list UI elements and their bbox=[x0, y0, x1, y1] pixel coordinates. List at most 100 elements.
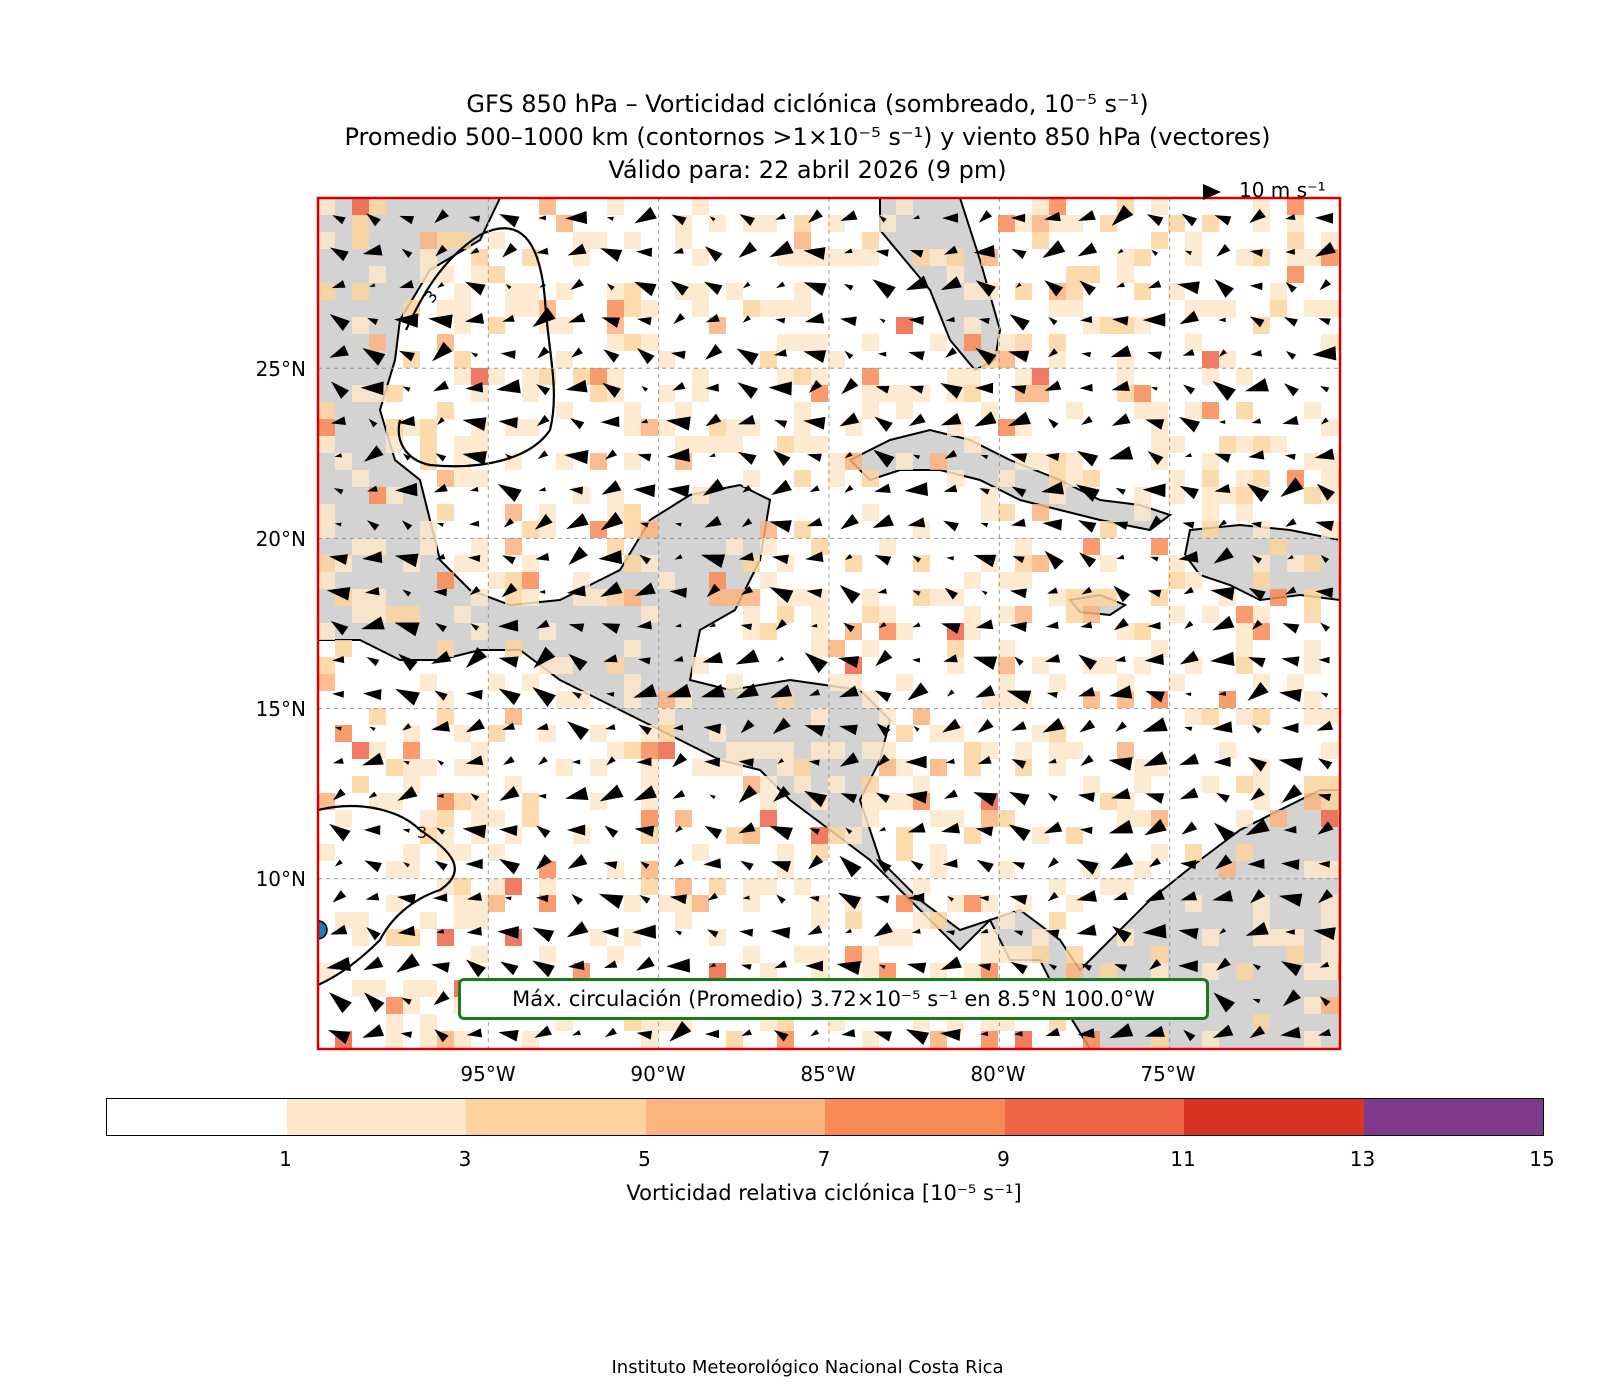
shade-cell bbox=[505, 504, 522, 521]
wind-vector bbox=[470, 793, 480, 801]
wind-vector bbox=[1014, 656, 1024, 666]
wind-vector bbox=[636, 347, 655, 365]
shade-cell bbox=[726, 538, 743, 555]
wind-vector bbox=[363, 445, 384, 462]
wind-vector bbox=[436, 793, 444, 798]
shade-cell bbox=[1049, 912, 1066, 929]
wind-vector bbox=[875, 895, 890, 904]
shade-cell bbox=[1066, 742, 1083, 759]
wind-vector bbox=[465, 689, 483, 700]
shade-cell bbox=[658, 691, 675, 708]
colorbar-segment bbox=[1004, 1099, 1184, 1135]
shade-cell bbox=[624, 895, 641, 912]
wind-vector bbox=[1045, 452, 1060, 462]
wind-vector bbox=[670, 350, 686, 360]
shade-cell bbox=[947, 470, 964, 487]
shade-cell bbox=[454, 317, 471, 334]
wind-vector bbox=[978, 210, 993, 223]
wind-vector bbox=[912, 590, 921, 596]
wind-vector bbox=[1115, 487, 1126, 495]
shade-cell bbox=[811, 742, 828, 759]
shade-cell bbox=[1253, 572, 1270, 589]
shade-cell bbox=[828, 249, 845, 266]
shade-cell bbox=[1168, 487, 1185, 504]
shade-cell bbox=[488, 895, 505, 912]
shade-cell bbox=[675, 912, 692, 929]
shade-cell bbox=[1304, 776, 1321, 793]
shade-cell bbox=[403, 844, 420, 861]
shade-cell bbox=[522, 810, 539, 827]
shade-cell bbox=[1270, 436, 1287, 453]
shade-cell bbox=[454, 300, 471, 317]
wind-vector bbox=[1009, 588, 1028, 599]
shade-cell bbox=[488, 674, 505, 691]
figure-title: GFS 850 hPa – Vorticidad ciclónica (somb… bbox=[0, 88, 1615, 187]
shade-cell bbox=[998, 334, 1015, 351]
shade-cell bbox=[794, 300, 811, 317]
wind-vector bbox=[670, 280, 689, 296]
wind-vector bbox=[979, 895, 989, 902]
shade-cell bbox=[726, 759, 743, 776]
wind-vector bbox=[1075, 484, 1100, 502]
wind-vector bbox=[1048, 963, 1057, 971]
wind-vector bbox=[402, 453, 411, 461]
wind-vector bbox=[1047, 418, 1059, 429]
wind-vector bbox=[909, 385, 924, 394]
shade-cell bbox=[454, 912, 471, 929]
shade-cell bbox=[335, 810, 352, 827]
wind-vector bbox=[367, 485, 378, 492]
wind-vector bbox=[571, 347, 583, 358]
shade-cell bbox=[930, 1031, 947, 1048]
wind-vector bbox=[739, 928, 754, 937]
shade-cell bbox=[624, 419, 641, 436]
wind-vector bbox=[564, 449, 589, 465]
shade-cell bbox=[1236, 640, 1253, 657]
wind-vector bbox=[435, 244, 448, 257]
shade-cell bbox=[862, 742, 879, 759]
shade-cell bbox=[794, 470, 811, 487]
wind-vector bbox=[666, 683, 692, 698]
wind-vector bbox=[1183, 384, 1196, 395]
wind-vector bbox=[772, 717, 791, 735]
shade-cell bbox=[352, 470, 369, 487]
wind-vector bbox=[329, 823, 351, 842]
wind-vector bbox=[1315, 587, 1334, 598]
wind-vector bbox=[807, 925, 823, 935]
wind-vector bbox=[1008, 824, 1031, 842]
shade-cell bbox=[352, 232, 369, 249]
wind-vector bbox=[534, 1025, 552, 1038]
wind-vector bbox=[945, 930, 955, 936]
shade-cell bbox=[318, 674, 335, 691]
shade-cell bbox=[488, 844, 505, 861]
shade-cell bbox=[420, 912, 437, 929]
wind-vector bbox=[1252, 998, 1261, 1004]
shade-cell bbox=[760, 572, 777, 589]
wind-vector bbox=[503, 756, 515, 765]
wind-vector bbox=[567, 960, 585, 971]
wind-vector bbox=[973, 554, 997, 568]
wind-vector bbox=[810, 1029, 820, 1037]
wind-vector bbox=[1287, 554, 1294, 560]
wind-vector bbox=[1320, 554, 1330, 564]
shade-cell bbox=[641, 606, 658, 623]
wind-vector bbox=[326, 587, 351, 601]
wind-vector bbox=[1285, 248, 1295, 255]
shade-cell bbox=[1015, 334, 1032, 351]
shade-cell bbox=[709, 572, 726, 589]
wind-vector bbox=[1044, 280, 1064, 297]
wind-vector bbox=[738, 784, 758, 803]
shade-cell bbox=[828, 640, 845, 657]
wind-vector bbox=[674, 554, 683, 560]
wind-vector bbox=[704, 825, 723, 839]
wind-vector bbox=[973, 244, 995, 258]
wind-vector bbox=[639, 554, 651, 565]
wind-vector bbox=[1212, 380, 1236, 401]
shade-cell bbox=[386, 997, 403, 1014]
wind-vector bbox=[598, 550, 623, 565]
shade-cell bbox=[998, 572, 1015, 589]
wind-vector bbox=[838, 656, 860, 669]
wind-vector bbox=[838, 892, 862, 910]
wind-vector bbox=[1047, 891, 1059, 902]
wind-vector bbox=[769, 520, 792, 533]
wind-vector bbox=[1150, 556, 1159, 562]
